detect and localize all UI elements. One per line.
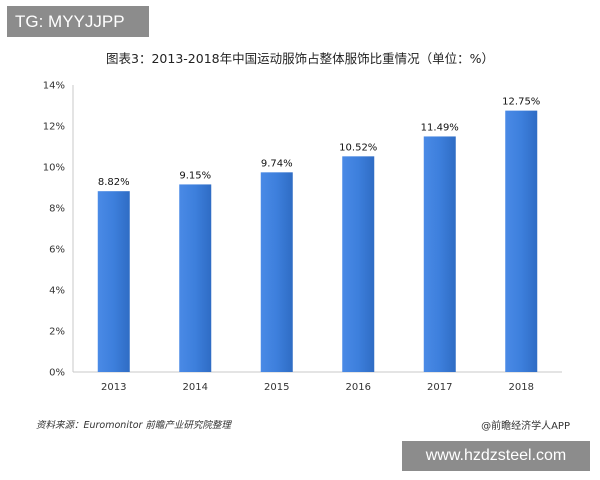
chart-title: 图表3：2013-2018年中国运动服饰占整体服饰比重情况（单位：%）	[106, 51, 494, 66]
y-tick-6%: 6%	[49, 245, 65, 256]
data-label-2017: 11.49%	[421, 122, 459, 133]
y-tick-4%: 4%	[49, 286, 65, 297]
brand-credit: @前瞻经济学人APP	[481, 421, 570, 432]
bar-2016	[342, 156, 375, 372]
x-tick-2014: 2014	[183, 382, 208, 393]
bar-2014	[179, 184, 212, 372]
bar-2015	[260, 172, 293, 372]
watermark-bottom: www.hzdzsteel.com	[402, 441, 590, 471]
data-label-2016: 10.52%	[339, 142, 377, 153]
x-tick-2017: 2017	[427, 382, 452, 393]
x-tick-2013: 2013	[101, 382, 126, 393]
x-tick-2016: 2016	[346, 382, 371, 393]
data-label-2018: 12.75%	[502, 97, 540, 108]
source-note: 资料来源：Euromonitor 前瞻产业研究院整理	[36, 420, 231, 431]
y-tick-0%: 0%	[49, 368, 65, 379]
x-tick-2018: 2018	[509, 382, 534, 393]
y-tick-8%: 8%	[49, 204, 65, 215]
y-tick-14%: 14%	[43, 81, 65, 92]
data-label-2014: 9.15%	[179, 170, 211, 181]
data-label-2015: 9.74%	[261, 158, 293, 169]
y-tick-10%: 10%	[43, 163, 65, 174]
bar-2013	[97, 191, 130, 372]
data-label-2013: 8.82%	[98, 177, 130, 188]
y-tick-12%: 12%	[43, 122, 65, 133]
y-tick-2%: 2%	[49, 327, 65, 338]
x-tick-2015: 2015	[264, 382, 289, 393]
bar-2018	[505, 110, 538, 372]
watermark-top: TG: MYYJJPP	[7, 6, 149, 37]
bar-2017	[423, 136, 456, 372]
